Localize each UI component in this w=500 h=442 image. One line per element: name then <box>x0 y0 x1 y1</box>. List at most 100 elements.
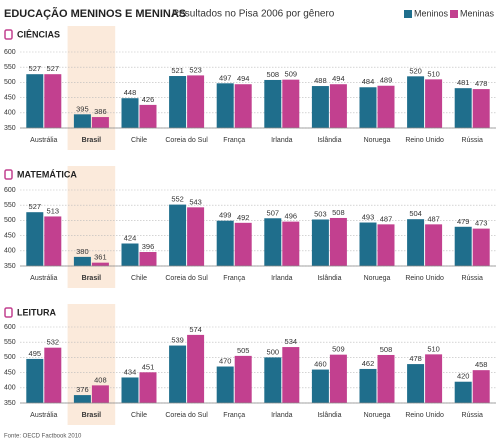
highlight-band <box>67 26 116 150</box>
bar <box>425 224 443 266</box>
bar <box>425 79 443 128</box>
value-label: 508 <box>332 208 345 217</box>
y-tick-label: 450 <box>4 369 16 376</box>
value-label: 481 <box>457 78 470 87</box>
x-tick-label: Coreia do Sul <box>165 275 208 282</box>
bar <box>311 369 329 403</box>
value-label: 539 <box>171 336 184 345</box>
value-label: 395 <box>76 104 89 113</box>
x-tick-label: Brasil <box>82 137 102 144</box>
value-label: 527 <box>29 64 42 73</box>
section-icon <box>4 307 13 318</box>
bar <box>91 262 109 266</box>
value-label: 503 <box>314 209 327 218</box>
value-label: 479 <box>457 217 470 226</box>
value-label: 510 <box>427 69 440 78</box>
value-label: 376 <box>76 385 89 394</box>
bar <box>311 219 329 266</box>
x-tick-label: França <box>223 412 245 419</box>
value-label: 386 <box>94 107 107 116</box>
page-subtitle: Resultados no Pisa 2006 por gênero <box>172 9 335 20</box>
value-label: 488 <box>314 76 327 85</box>
bar <box>187 75 205 128</box>
value-label: 496 <box>285 212 298 221</box>
value-label: 527 <box>29 202 42 211</box>
value-label: 504 <box>409 209 422 218</box>
bar <box>234 355 252 403</box>
value-label: 494 <box>332 74 345 83</box>
y-tick-label: 550 <box>4 64 16 71</box>
legend-label: Meninas <box>460 8 495 18</box>
value-label: 420 <box>457 372 470 381</box>
bar <box>407 219 425 266</box>
bar <box>121 98 139 128</box>
bar <box>73 256 91 266</box>
value-label: 434 <box>124 367 137 376</box>
value-label: 508 <box>267 70 280 79</box>
bar <box>169 204 187 266</box>
value-label: 523 <box>189 65 202 74</box>
value-label: 478 <box>409 354 422 363</box>
x-tick-label: Noruega <box>364 275 391 282</box>
y-tick-label: 600 <box>4 187 16 194</box>
x-tick-label: Coreia do Sul <box>165 412 208 419</box>
value-label: 509 <box>332 345 345 354</box>
value-label: 534 <box>285 337 298 346</box>
bar <box>377 354 395 403</box>
value-label: 513 <box>47 206 60 215</box>
value-label: 508 <box>380 345 393 354</box>
bar <box>73 114 91 128</box>
value-label: 487 <box>380 214 393 223</box>
x-tick-label: Reino Unido <box>405 275 444 282</box>
x-tick-label: Noruega <box>364 412 391 419</box>
x-tick-label: Islândia <box>317 412 341 419</box>
bar <box>407 364 425 403</box>
x-tick-label: Islândia <box>317 275 341 282</box>
value-label: 500 <box>267 347 280 356</box>
bar <box>359 222 377 266</box>
source: Fonte: OECD Factbook 2010 <box>4 434 82 440</box>
section-title: CIÊNCIAS <box>17 28 60 39</box>
y-tick-label: 400 <box>4 385 16 392</box>
x-tick-label: Noruega <box>364 137 391 144</box>
y-tick-label: 500 <box>4 354 16 361</box>
value-label: 426 <box>142 95 155 104</box>
bar <box>139 104 157 128</box>
y-tick-label: 600 <box>4 324 16 331</box>
value-label: 380 <box>76 247 89 256</box>
bar <box>216 220 234 266</box>
value-label: 493 <box>362 213 375 222</box>
value-label: 487 <box>427 214 440 223</box>
bar <box>91 385 109 403</box>
value-label: 458 <box>475 360 488 369</box>
bar <box>234 84 252 128</box>
x-tick-label: Chile <box>131 137 147 144</box>
bar <box>311 86 329 128</box>
value-label: 424 <box>124 233 137 242</box>
x-tick-label: Rússia <box>461 275 483 282</box>
value-label: 473 <box>475 219 488 228</box>
x-tick-label: Irlanda <box>271 137 293 144</box>
y-tick-label: 550 <box>4 202 16 209</box>
x-tick-label: Chile <box>131 275 147 282</box>
value-label: 451 <box>142 362 155 371</box>
bar <box>44 216 62 266</box>
x-tick-label: Chile <box>131 412 147 419</box>
bar <box>329 84 347 128</box>
bar <box>169 76 187 128</box>
x-tick-label: Rússia <box>461 137 483 144</box>
bar <box>169 345 187 403</box>
bar <box>282 221 300 266</box>
value-label: 494 <box>237 74 250 83</box>
value-label: 527 <box>47 64 60 73</box>
value-label: 510 <box>427 344 440 353</box>
highlight-band <box>67 166 116 288</box>
y-tick-label: 500 <box>4 79 16 86</box>
bar <box>26 74 44 128</box>
value-label: 507 <box>267 208 280 217</box>
legend-swatch <box>404 10 412 18</box>
y-tick-label: 550 <box>4 339 16 346</box>
x-tick-label: Irlanda <box>271 412 293 419</box>
value-label: 552 <box>171 195 184 204</box>
value-label: 532 <box>47 338 60 347</box>
